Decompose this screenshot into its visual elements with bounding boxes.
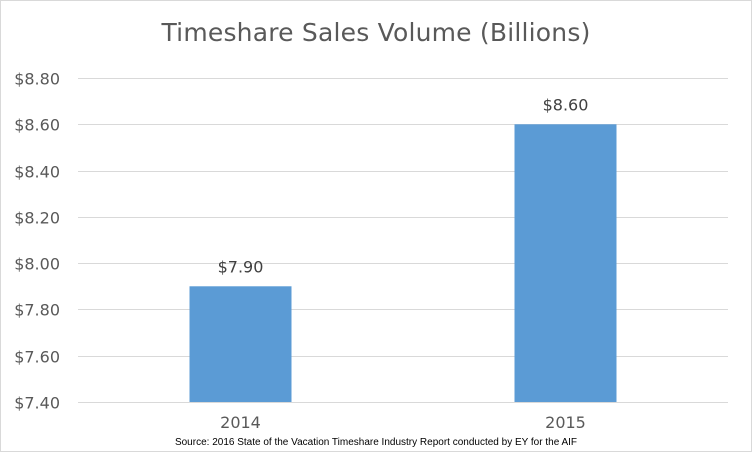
data-label: $8.60 (543, 95, 589, 114)
y-tick-label: $7.60 (14, 348, 60, 367)
x-axis-tick-labels: 2014 2015 (220, 413, 586, 432)
bar-2015 (514, 124, 617, 403)
y-tick-label: $7.40 (14, 394, 60, 413)
data-label: $7.90 (218, 257, 264, 276)
y-tick-label: $8.20 (14, 209, 60, 228)
y-tick-label: $8.60 (14, 116, 60, 135)
bar-2014 (189, 286, 292, 402)
bar-series (189, 124, 617, 403)
gridlines (78, 78, 728, 403)
y-tick-label: $7.80 (14, 301, 60, 320)
x-tick-label: 2015 (545, 413, 586, 432)
y-tick-label: $8.00 (14, 255, 60, 274)
x-tick-label: 2014 (220, 413, 261, 432)
data-labels: $7.90 $8.60 (218, 95, 589, 276)
source-note: Source: 2016 State of the Vacation Times… (174, 437, 578, 448)
y-tick-label: $8.80 (14, 70, 60, 89)
y-tick-label: $8.40 (14, 163, 60, 182)
chart-title: Timeshare Sales Volume (Billions) (161, 18, 591, 47)
y-axis-tick-labels: $7.40 $7.60 $7.80 $8.00 $8.20 $8.40 $8.60 $8.80 (14, 70, 60, 413)
